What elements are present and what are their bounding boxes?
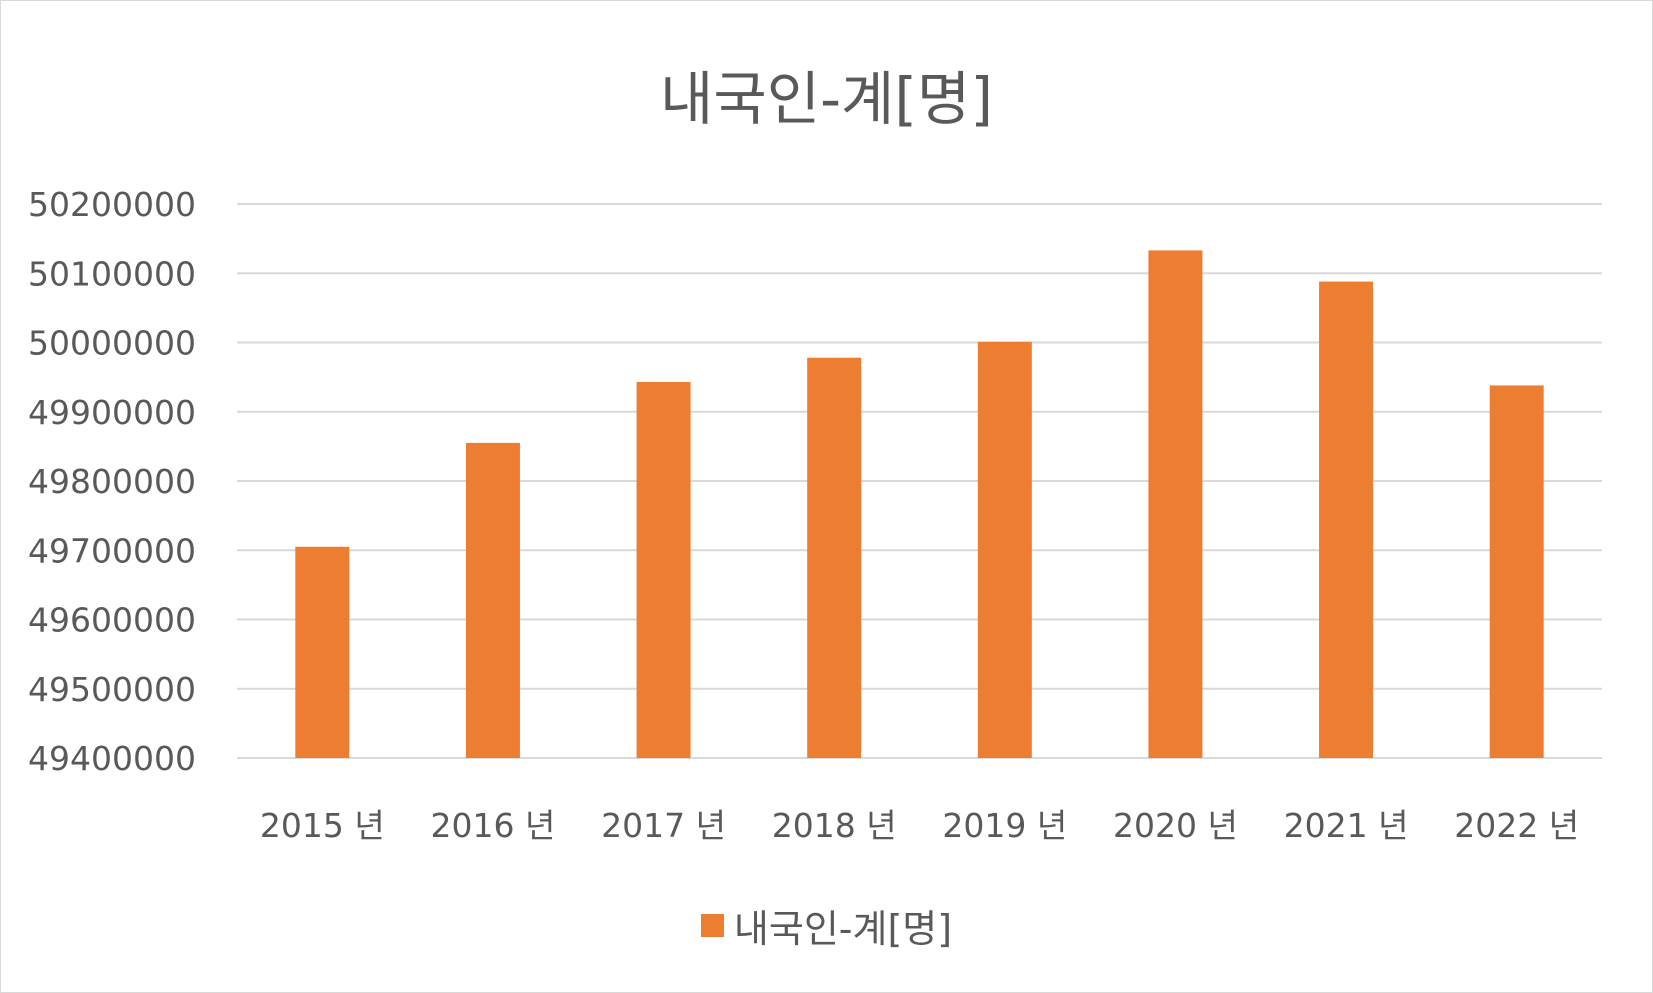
bar-2016년 [465, 442, 520, 758]
x-tick-label: 2017 년 [601, 806, 726, 845]
bar-2021년 [1319, 281, 1374, 758]
bar-2017년 [636, 381, 691, 758]
bar-2018년 [807, 357, 862, 758]
x-tick-label: 2018 년 [772, 806, 897, 845]
y-tick-label: 49900000 [28, 393, 196, 432]
x-tick-label: 2019 년 [942, 806, 1067, 845]
legend-label: 내국인-계[명] [733, 907, 953, 951]
x-tick-label: 2021 년 [1284, 806, 1409, 845]
legend: 내국인-계[명] [0, 898, 1653, 953]
legend-swatch [700, 914, 724, 937]
y-tick-label: 50100000 [28, 254, 196, 293]
bar-2019년 [977, 341, 1032, 758]
chart-title: 내국인-계[명] [660, 65, 993, 133]
y-tick-label: 50200000 [28, 185, 196, 224]
x-tick-label: 2020 년 [1113, 806, 1238, 845]
y-tick-label: 49800000 [28, 462, 196, 501]
y-tick-label: 49700000 [28, 531, 196, 570]
x-tick-label: 2015 년 [260, 806, 385, 845]
bar-2015년 [295, 546, 350, 758]
x-tick-label: 2022 년 [1454, 806, 1579, 845]
y-tick-label: 49500000 [28, 670, 196, 709]
bar-2022년 [1489, 385, 1544, 758]
bar-2020년 [1148, 250, 1203, 758]
x-tick-label: 2016 년 [431, 806, 556, 845]
y-tick-label: 49400000 [28, 739, 196, 778]
y-tick-label: 49600000 [28, 601, 196, 640]
y-tick-label: 50000000 [28, 324, 196, 363]
